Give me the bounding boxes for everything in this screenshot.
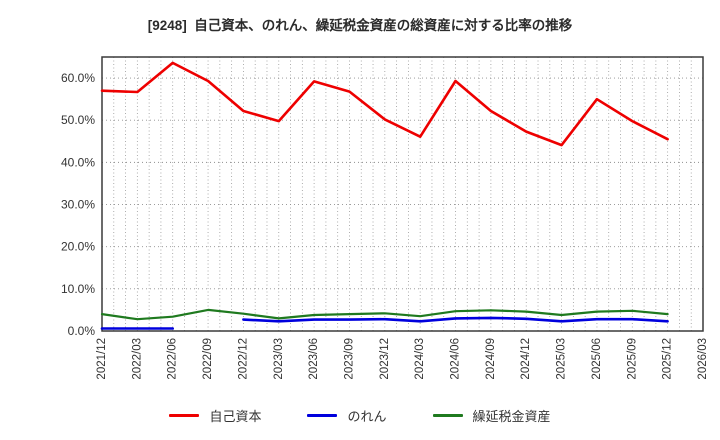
svg-text:30.0%: 30.0% [61,198,95,212]
x-axis-labels: 2021/12 2022/03 2022/06 2022/09 2022/12 2023/… [96,338,709,380]
series-goodwill-ratio [100,316,669,330]
svg-text:0.0%: 0.0% [68,324,96,338]
svg-text:2026/03: 2026/03 [697,338,709,380]
svg-text:10.0%: 10.0% [61,282,95,296]
chart-title: [9248] 自己資本、のれん、繰延税金資産の総資産に対する比率の推移 [147,18,573,33]
svg-text:2023/03: 2023/03 [273,338,285,380]
legend-swatch-deferred-tax [432,414,463,417]
legend-swatch-equity [169,414,200,417]
svg-text:2024/03: 2024/03 [414,338,426,380]
legend-swatch-goodwill [307,414,338,417]
y-axis-labels: 0.0% 10.0% 20.0% 30.0% 40.0% 50.0% 60.0% [61,71,95,338]
svg-text:2023/06: 2023/06 [308,338,320,380]
svg-text:2024/12: 2024/12 [520,338,532,380]
series-equity-ratio [100,61,669,147]
plot-border [101,56,704,332]
svg-text:2023/12: 2023/12 [379,338,391,380]
legend-item-equity: 自己資本 [169,406,261,425]
svg-text:2022/09: 2022/09 [202,338,214,380]
legend-label-goodwill: のれん [347,409,387,424]
series-deferred-tax-ratio [100,308,669,321]
svg-text:2022/03: 2022/03 [131,338,143,380]
gridlines [102,57,703,331]
legend-item-goodwill: のれん [307,406,387,425]
svg-text:2024/09: 2024/09 [485,338,497,380]
svg-text:2025/06: 2025/06 [591,338,603,380]
svg-text:2025/03: 2025/03 [556,338,568,380]
legend-label-deferred-tax: 繰延税金資産 [472,409,551,424]
svg-text:50.0%: 50.0% [61,113,95,127]
svg-text:2022/06: 2022/06 [167,338,179,380]
legend-item-deferred-tax: 繰延税金資産 [432,406,551,425]
svg-text:2022/12: 2022/12 [237,338,249,380]
legend-label-equity: 自己資本 [209,409,262,424]
svg-text:60.0%: 60.0% [61,71,95,85]
svg-text:2021/12: 2021/12 [96,338,108,380]
svg-text:2025/12: 2025/12 [662,338,674,380]
svg-text:2024/06: 2024/06 [450,338,462,380]
svg-text:40.0%: 40.0% [61,155,95,169]
chart-legend: 自己資本 のれん 繰延税金資産 [0,406,720,425]
svg-text:2023/09: 2023/09 [343,338,355,380]
svg-text:20.0%: 20.0% [61,240,95,254]
svg-text:2025/09: 2025/09 [626,338,638,380]
